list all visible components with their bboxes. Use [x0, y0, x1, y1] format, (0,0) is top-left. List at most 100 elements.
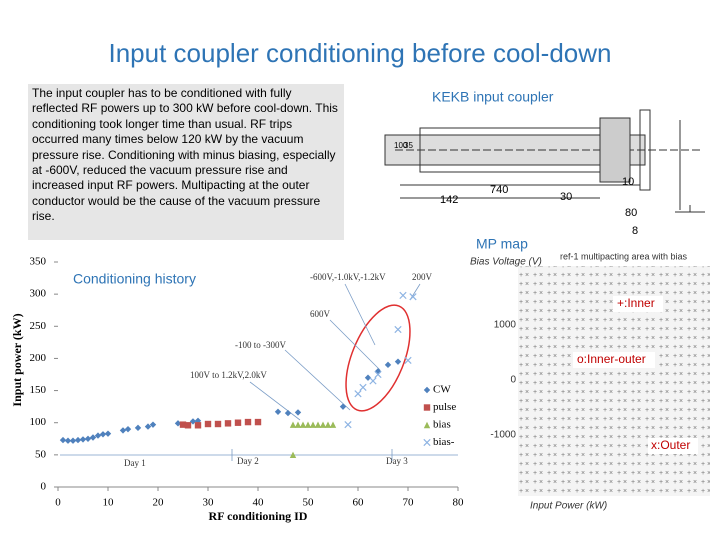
point — [314, 421, 322, 428]
y-tick-label: 0 — [41, 481, 47, 493]
coupler-label: KEKB input coupler — [432, 89, 554, 105]
mp-label: MP map — [476, 236, 528, 252]
point — [184, 422, 192, 429]
dim: 35 — [404, 141, 413, 150]
point — [119, 427, 127, 434]
dim: 80 — [625, 207, 637, 219]
point — [204, 420, 212, 428]
point — [374, 368, 382, 375]
point — [409, 293, 417, 301]
y-axis-label: Input power (kW) — [10, 313, 24, 406]
point — [99, 431, 107, 438]
point — [59, 436, 67, 444]
description: The input coupler has to be conditioned … — [28, 84, 344, 240]
mp-ylabel: Bias Voltage (V) — [470, 257, 542, 268]
point — [394, 358, 402, 365]
mp-legend: o:Inner-outer — [577, 352, 646, 366]
x-tick-label: 70 — [403, 497, 415, 509]
point — [214, 420, 222, 428]
point — [244, 418, 252, 426]
annotation: Day 1 — [124, 458, 146, 468]
x-tick-label: 0 — [55, 497, 61, 509]
annotation: -600V,-1.0kV,-1.2kV — [310, 272, 386, 282]
point — [284, 409, 292, 417]
point — [289, 421, 297, 428]
point — [364, 374, 372, 381]
slide-title: Input coupler conditioning before cool-d… — [108, 38, 611, 68]
point — [399, 291, 407, 300]
point — [374, 370, 382, 379]
point — [94, 432, 102, 439]
point — [84, 435, 92, 442]
annotation: 200V — [412, 272, 433, 282]
legend-marker — [423, 386, 431, 394]
mp-ytick: -1000 — [490, 430, 516, 441]
point — [189, 418, 197, 425]
chart: Conditioning history RF conditioning ID … — [10, 256, 464, 523]
legend-label: CW — [433, 384, 451, 396]
leader-lines — [60, 283, 458, 461]
dim: 10 — [622, 176, 634, 188]
y-tick-label: 250 — [30, 320, 47, 332]
point — [104, 430, 112, 437]
x-tick-label: 80 — [453, 497, 465, 509]
point — [194, 417, 202, 424]
dim: 142 — [440, 194, 458, 206]
y-tick-label: 350 — [30, 256, 47, 268]
point — [224, 420, 232, 427]
point — [304, 421, 312, 428]
legend-label: bias — [433, 419, 451, 431]
mp-ytick: 0 — [510, 375, 516, 386]
point — [359, 383, 367, 391]
point — [69, 437, 77, 444]
annotation: Day 3 — [386, 456, 408, 466]
point — [144, 423, 152, 430]
point — [124, 425, 132, 433]
legend-label: bias- — [433, 436, 455, 448]
point — [74, 436, 82, 444]
point — [339, 403, 347, 410]
y-tick-label: 150 — [30, 384, 47, 396]
dim: 8 — [632, 225, 638, 237]
chart-title: Conditioning history — [73, 271, 196, 287]
point — [234, 419, 242, 426]
mp-xlabel: Input Power (kW) — [530, 501, 607, 512]
point — [149, 421, 157, 428]
dim: 30 — [560, 191, 572, 203]
point — [79, 436, 87, 443]
point — [294, 409, 302, 416]
x-tick-label: 20 — [153, 497, 165, 509]
y-tick-label: 50 — [35, 448, 47, 460]
point — [299, 421, 307, 428]
point — [319, 421, 327, 428]
dim: 740 — [490, 184, 508, 196]
legend-label: pulse — [433, 401, 456, 413]
y-tick-label: 200 — [30, 352, 47, 364]
point — [134, 424, 142, 432]
point — [309, 421, 317, 428]
point — [344, 421, 352, 429]
annotation: 100V to 1.2kV,2.0kV — [190, 370, 267, 380]
y-tick-label: 300 — [30, 288, 47, 300]
x-tick-label: 10 — [103, 497, 115, 509]
point — [369, 377, 377, 385]
point — [194, 422, 202, 429]
highlight-ellipse — [345, 304, 411, 412]
annotation: 600V — [310, 309, 331, 319]
y-tick-label: 100 — [30, 416, 47, 428]
point — [329, 421, 337, 428]
point — [179, 421, 187, 428]
point — [324, 421, 332, 428]
mp-legend: +:Inner — [617, 296, 655, 310]
point — [384, 361, 392, 369]
point — [89, 434, 97, 441]
point — [64, 437, 72, 444]
mp-legend: x:Outer — [651, 438, 690, 452]
point — [404, 356, 412, 364]
x-tick-label: 60 — [353, 497, 365, 509]
point — [174, 420, 182, 427]
annotation: Day 2 — [237, 456, 259, 466]
mp-map: MP map Bias Voltage (V) ref-1 multipacti… — [470, 236, 710, 512]
